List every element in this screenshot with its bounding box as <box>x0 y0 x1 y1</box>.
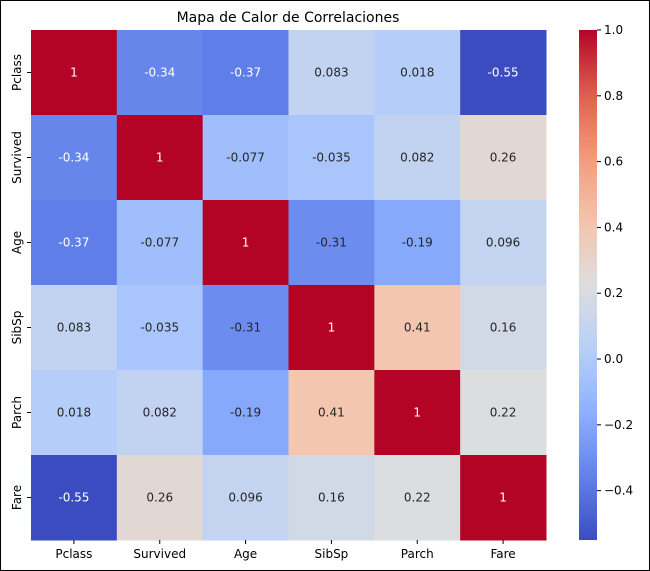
heatmap-cell <box>116 200 204 286</box>
x-tick-label: SibSp <box>315 547 349 561</box>
heatmap-cell-label: -0.31 <box>316 236 347 250</box>
heatmap-cell-label: 0.096 <box>486 236 520 250</box>
heatmap-cell-label: -0.077 <box>226 151 265 165</box>
colorbar-tick-label: 0.8 <box>604 89 623 103</box>
colorbar-tick-label: 0.0 <box>604 352 623 366</box>
x-tick-label: Survived <box>133 547 186 561</box>
heatmap-cell <box>460 115 547 201</box>
heatmap-cell <box>31 370 118 456</box>
heatmap-cell-label: 1 <box>242 236 250 250</box>
heatmap-cell <box>31 455 118 541</box>
chart-title: Mapa de Calor de Correlaciones <box>177 10 400 26</box>
heatmap-cell <box>202 370 289 456</box>
heatmap-cell-label: -0.077 <box>140 236 179 250</box>
colorbar-tick-label: 1.0 <box>604 23 623 37</box>
colorbar-tick-label: 0.4 <box>604 220 623 234</box>
heatmap-cell-label: -0.37 <box>230 66 261 80</box>
heatmap-cell <box>374 200 461 286</box>
heatmap-cell-label: 0.41 <box>318 406 345 420</box>
colorbar-tick-label: −0.4 <box>604 484 633 498</box>
heatmap-cell-label: 0.26 <box>490 151 517 165</box>
heatmap-cell <box>460 200 547 286</box>
x-tick-label: Fare <box>490 547 515 561</box>
heatmap-cell <box>116 115 204 201</box>
heatmap-cell-label: -0.19 <box>230 406 261 420</box>
x-tick-label: Age <box>234 547 257 561</box>
heatmap-cell-label: 1 <box>328 321 336 335</box>
heatmap-cell <box>374 115 461 201</box>
y-tick-label: Parch <box>10 396 24 429</box>
y-tick-label: Age <box>10 231 24 254</box>
heatmap-cell-label: 1 <box>70 66 78 80</box>
heatmap-cell <box>202 200 289 286</box>
heatmap-cell <box>460 285 547 371</box>
heatmap-cell <box>31 115 118 201</box>
colorbar <box>579 30 597 540</box>
heatmap-cell <box>202 115 289 201</box>
heatmap-cell <box>202 30 289 116</box>
heatmap-cell-label: 1 <box>499 491 507 505</box>
heatmap-cell <box>116 285 204 371</box>
heatmap-cell-label: 0.22 <box>404 491 431 505</box>
heatmap-cell <box>31 30 118 116</box>
heatmap-cell-label: -0.035 <box>140 321 179 335</box>
y-tick-label: Fare <box>10 485 24 510</box>
heatmap-cell <box>31 285 118 371</box>
heatmap-cell-label: 0.083 <box>57 321 91 335</box>
heatmap-cell-label: -0.035 <box>312 151 351 165</box>
heatmap-cell-label: 0.22 <box>490 406 517 420</box>
heatmap-cell <box>460 455 547 541</box>
heatmap-cell <box>288 370 375 456</box>
heatmap-cell <box>116 30 204 116</box>
colorbar-tick-label: −0.2 <box>604 418 633 432</box>
heatmap-cell-label: 0.096 <box>228 491 262 505</box>
heatmap-cell <box>374 285 461 371</box>
heatmap-cell <box>288 455 375 541</box>
colorbar-tick-label: 0.6 <box>604 155 623 169</box>
heatmap-cell-label: -0.34 <box>58 151 89 165</box>
heatmap-cell <box>460 30 547 116</box>
heatmap-cell-label: 0.082 <box>143 406 177 420</box>
y-tick-label: Pclass <box>10 54 24 91</box>
x-tick-label: Pclass <box>55 547 92 561</box>
heatmap-cell-label: -0.34 <box>144 66 175 80</box>
heatmap-cell <box>374 30 461 116</box>
heatmap-cell <box>460 370 547 456</box>
y-tick-label: Survived <box>10 131 24 184</box>
heatmap-cell-label: 0.16 <box>318 491 345 505</box>
heatmap-cell <box>288 200 375 286</box>
heatmap-cell-label: 0.018 <box>57 406 91 420</box>
heatmap-cell-label: 1 <box>413 406 421 420</box>
heatmap-cell <box>374 455 461 541</box>
heatmap-cell-label: 1 <box>156 151 164 165</box>
heatmap-cell-label: 0.083 <box>314 66 348 80</box>
y-tick-label: SibSp <box>10 311 24 345</box>
heatmap-cell-label: 0.26 <box>146 491 173 505</box>
heatmap-cell <box>288 115 375 201</box>
heatmap-cell-label: 0.16 <box>490 321 517 335</box>
heatmap-cell <box>116 455 204 541</box>
x-axis: Pclass Survived Age SibSp Parch Fare <box>55 540 516 561</box>
heatmap-cell-label: -0.19 <box>402 236 433 250</box>
heatmap-cell-label: 0.41 <box>404 321 431 335</box>
heatmap-cells: 1 -0.34 -0.37 0.083 0.018 -0.55 -0.34 1 -0.077 -0… <box>31 30 547 541</box>
x-tick-label: Parch <box>401 547 434 561</box>
heatmap-cell <box>288 30 375 116</box>
heatmap-cell <box>202 285 289 371</box>
heatmap-cell <box>116 370 204 456</box>
y-axis: Pclass Survived Age SibSp Parch Fare <box>10 54 31 510</box>
colorbar-tick-label: 0.2 <box>604 286 623 300</box>
heatmap-cell-label: -0.31 <box>230 321 261 335</box>
heatmap-cell <box>374 370 461 456</box>
heatmap-cell <box>202 455 289 541</box>
colorbar-axis: 1.0 0.8 0.6 0.4 0.2 0.0 −0.2 −0.4 <box>597 23 633 498</box>
heatmap-cell-label: -0.37 <box>58 236 89 250</box>
heatmap-cell-label: 0.082 <box>400 151 434 165</box>
heatmap-cell-label: -0.55 <box>58 491 89 505</box>
heatmap-cell <box>288 285 375 371</box>
heatmap-cell-label: -0.55 <box>488 66 519 80</box>
heatmap-cell-label: 0.018 <box>400 66 434 80</box>
heatmap-cell <box>31 200 118 286</box>
